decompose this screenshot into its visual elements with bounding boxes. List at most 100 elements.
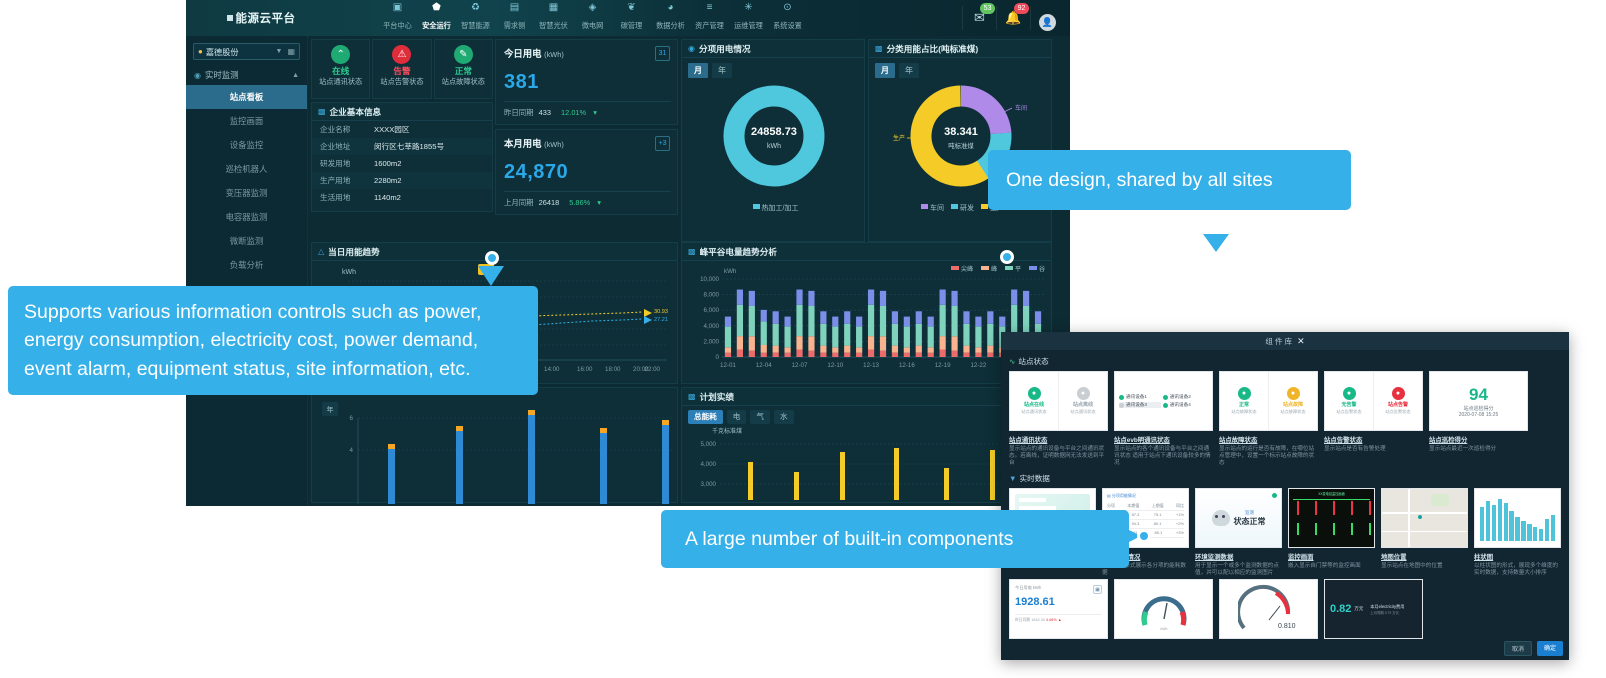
cl-bar-12 — [1550, 515, 1556, 541]
status-card-0[interactable]: ⌃ 在线 站点通讯状态 — [311, 39, 371, 99]
component-card-2-2[interactable]: 0.810 — [1219, 579, 1318, 639]
dashboard-content: ⌃ 在线 站点通讯状态 ⚠ 告警 站点告警状态 ✎ 正常 站点故障状态 ▩ 企业基本信息 企业名… — [308, 36, 1070, 506]
component-card-2-3[interactable]: 0.82 万元 本月electricity费用 上月同期 0.79 万元 — [1324, 579, 1423, 639]
plan-actual-chart: 千克标准煤 5,000 4,000 3,000 — [701, 427, 1042, 500]
component-card-0-4[interactable]: 94 站点巡检得分 2020-07-08 15:25 站点巡检得分 显示站点最近一次巡检… — [1429, 371, 1528, 467]
legend-swatch-sharp — [950, 266, 959, 270]
tab-month-2[interactable]: 月 — [875, 63, 895, 78]
nav-item-0[interactable]: ▣ 平台中心 — [378, 2, 417, 36]
sidebar-group-realtime[interactable]: ◉ 实时监测 ▲ — [186, 65, 307, 85]
component-card-1-4[interactable]: 地图位置 显示站点在地图中的位置 — [1381, 488, 1468, 577]
confirm-button[interactable]: 确定 — [1536, 641, 1563, 656]
component-card-1-5[interactable]: 柱状图 以柱状图的形式，展现多个维度的实时数据，支持数量大小排序 — [1474, 488, 1561, 577]
component-thumb-0-0: ● 站点在线 站点通讯状态 ● 站点离线 站点通讯状态 — [1009, 371, 1108, 431]
kpi-today-value: 381 — [504, 71, 539, 93]
nav-item-6[interactable]: ❦ 碳管理 — [612, 2, 651, 36]
bell-icon[interactable]: 🔔 92 — [996, 3, 1030, 30]
sidebar-item-0[interactable]: 站点看板 — [186, 85, 307, 109]
pv-bar-8-0 — [820, 352, 827, 357]
cl-card-grid-1[interactable]: ● 站点在线 站点通讯状态 ● 站点离线 站点通讯状态 站点通讯状态 显示站点的通讯设备与平台… — [1009, 371, 1561, 467]
mail-badge: 53 — [980, 3, 995, 14]
component-thumb-1-3: XX变电站监控画面 — [1288, 488, 1375, 548]
component-card-1-2[interactable]: 监测 状态正常 环境监测数据 用于显示一个或多个监测数据的点值，并可以配以相应的监测图… — [1195, 488, 1282, 577]
callout-left-tail — [478, 266, 504, 286]
tab-year-2[interactable]: 年 — [899, 63, 919, 78]
pv-xtick-2: 12-07 — [792, 362, 808, 369]
main-nav[interactable]: ▣ 平台中心 ⬟ 安全运行 ♻ 智慧能源 ▤ 需求侧 ▦ 智慧光伏 ◈ 微电网 ❦ 碳管理 ◕ 数据分析 ≡ 资产… — [336, 0, 962, 36]
sidebar-item-4[interactable]: 变压器监测 — [225, 188, 268, 198]
bell-alert-icon: ● — [1391, 387, 1405, 400]
solar-icon: ▦ — [548, 2, 559, 13]
component-card-0-1[interactable]: 通讯设备1 通讯设备2 通讯设备3 通讯设备4 站点evb明通讯状态 显示站点的各个通讯设… — [1114, 371, 1213, 467]
tab-water[interactable]: 水 — [773, 410, 794, 424]
component-card-2-0[interactable]: 今日用电 kWh 1928.61 昨日同期 1842.30 4.68% ▲ ▣ — [1009, 579, 1108, 639]
sidebar-item-1[interactable]: 监控画面 — [229, 116, 264, 126]
nav-item-9[interactable]: ✳ 运维管理 — [729, 2, 768, 36]
component-card-1-3[interactable]: XX变电站监控画面 监控画面 嵌入显示自门禁等的监控画面 — [1288, 488, 1375, 577]
sidebar-item-6[interactable]: 微断监测 — [229, 236, 264, 246]
nav-item-8[interactable]: ≡ 资产管理 — [690, 2, 729, 36]
calendar-day-button[interactable]: 31 — [655, 46, 670, 61]
pv-xtick-6: 12-19 — [935, 362, 951, 369]
wifi-icon: ⌃ — [331, 45, 351, 64]
nav-item-7[interactable]: ◕ 数据分析 — [651, 2, 690, 36]
kpi-month-foot-pct: 5.86% — [569, 198, 591, 207]
pv-bar-12-2 — [867, 304, 875, 337]
nav-item-10[interactable]: ⊙ 系统设置 — [768, 2, 807, 36]
nav-item-label-9: 运维管理 — [734, 21, 763, 30]
pv-bar-19-3 — [951, 290, 958, 306]
daily-trend-xticks: 14:00 16:00 18:00 20:00 22:00 — [544, 366, 661, 373]
grid-view-icon[interactable]: ▦ — [287, 47, 295, 56]
nav-item-label-1: 安全运行 — [422, 21, 451, 30]
year-toggle-button — [322, 402, 338, 416]
nav-item-3[interactable]: ▤ 需求侧 — [495, 2, 534, 36]
component-card-0-3[interactable]: ● 无告警 站点告警状态 ● 站点告警 站点告警状态 站点告警状态 显示站点是否有告警处理 — [1324, 371, 1423, 467]
site-status-row: ⌃ 在线 站点通讯状态 ⚠ 告警 站点告警状态 ✎ 正常 站点故障状态 — [311, 39, 493, 99]
status-card-2[interactable]: ✎ 正常 站点故障状态 — [433, 39, 493, 99]
cl-dot-1 — [1162, 394, 1168, 400]
tab-month-1[interactable]: 月 — [688, 63, 708, 78]
daily-trend-title: 当日用能趋势 — [328, 246, 380, 257]
component-card-2-1[interactable]: kWh — [1114, 579, 1213, 639]
pv-bar-20-1 — [963, 345, 970, 353]
cl-section-title-1: ∿ 站点状态 — [1009, 356, 1561, 367]
close-icon[interactable]: ✕ — [1297, 335, 1305, 346]
sidebar-item-3[interactable]: 巡检机器人 — [225, 164, 268, 174]
component-card-0-0[interactable]: ● 站点在线 站点通讯状态 ● 站点离线 站点通讯状态 站点通讯状态 显示站点的通讯设备与平台… — [1009, 371, 1108, 467]
pv-bar-22-0 — [987, 352, 994, 357]
energy-share-tabs[interactable]: 月 年 — [869, 58, 1051, 78]
component-card-0-2[interactable]: ● 正常 站点故障状态 ● 站点故障 站点故障状态 站点故障状态 显示站点的运行是否有故障，在… — [1219, 371, 1318, 467]
nav-item-5[interactable]: ◈ 微电网 — [573, 2, 612, 36]
nav-item-1[interactable]: ⬟ 安全运行 — [417, 2, 456, 36]
tab-electricity[interactable]: 电 — [726, 410, 747, 424]
sidebar-menu[interactable]: 站点看板监控画面设备监控巡检机器人变压器监测电容器监测微断监测负载分析 — [186, 85, 307, 277]
subitem-power-tabs[interactable]: 月 年 — [682, 58, 864, 78]
nav-item-4[interactable]: ▦ 智慧光伏 — [534, 2, 573, 36]
site-selector[interactable]: ● 嘉德股份 ▼ ▦ — [193, 43, 300, 60]
cl-card-grid-2[interactable]: 实时数据显示大量的实时值或者其他数据▤ 分项用能情况分项本期值上期值同比项目18… — [1009, 488, 1561, 577]
tab-year-1[interactable]: 年 — [712, 63, 732, 78]
calendar-month-button[interactable]: +3 — [655, 136, 670, 151]
nav-item-2[interactable]: ♻ 智慧能源 — [456, 2, 495, 36]
sidebar-item-2[interactable]: 设备监控 — [229, 140, 264, 150]
cancel-button[interactable]: 取消 — [1503, 641, 1532, 656]
status-card-1[interactable]: ⚠ 告警 站点告警状态 — [372, 39, 432, 99]
pv-bar-11-3 — [856, 316, 863, 327]
sidebar-item-5[interactable]: 电容器监测 — [225, 212, 268, 222]
tab-gas[interactable]: 气 — [750, 410, 770, 424]
callout-bottom-anchor-dot — [1137, 529, 1151, 543]
bell-icon: ● — [1342, 387, 1356, 400]
cl-thumb-bigsub1: 站点巡检得分 — [1463, 405, 1494, 412]
callout-bottom-text: A large number of built-in components — [685, 528, 1014, 550]
energy-share-title: 分类用能占比(吨标准煤) — [886, 43, 979, 54]
sidebar-item-7[interactable]: 负载分析 — [229, 260, 264, 270]
bar-chart-icon: ▩ — [318, 107, 326, 116]
pv-ytick-0: 0 — [716, 354, 720, 361]
pv-xtick-3: 12-10 — [827, 362, 843, 369]
mail-icon[interactable]: ✉ 53 — [962, 3, 996, 30]
plan-actual-tabs[interactable]: 总能耗 电 气 水 — [682, 406, 1051, 424]
avatar[interactable]: 👤 — [1030, 6, 1064, 31]
cl-card-grid-3[interactable]: 今日用电 kWh 1928.61 昨日同期 1842.30 4.68% ▲ ▣ kWh 0… — [1009, 579, 1561, 639]
pv-bar-12-3 — [867, 289, 875, 305]
tab-total-energy[interactable]: 总能耗 — [688, 410, 723, 424]
